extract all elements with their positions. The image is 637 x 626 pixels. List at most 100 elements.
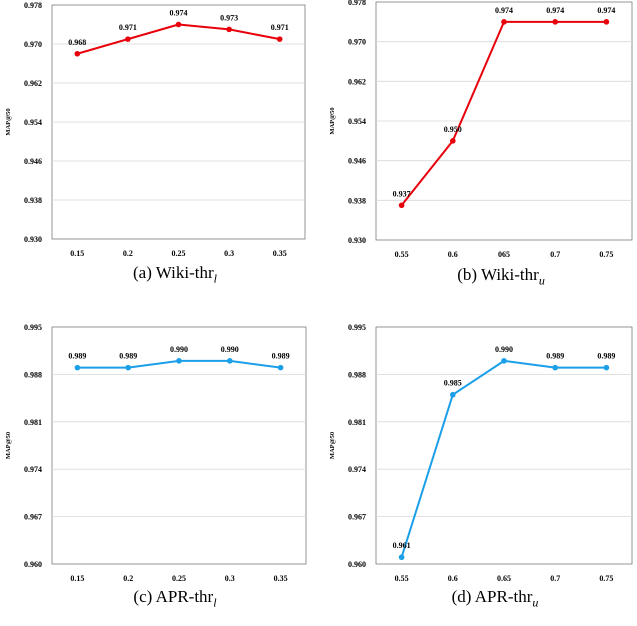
chart-caption: (b) Wiki-thru [421,265,581,288]
y-tick-label: 0.978 [24,1,42,10]
x-tick-label: 0.3 [224,249,234,258]
y-tick-label: 0.988 [24,370,42,379]
data-point [603,364,610,371]
data-label: 0.990 [170,345,188,354]
caption-subscript: u [532,595,539,610]
data-label: 0.989 [597,352,615,361]
data-point [450,138,456,144]
y-tick-label: 0.930 [24,235,42,244]
chart-panel-0: 0.930 0.938 0.946 0.954 0.962 0.970 0.978 0.15 0… [5,1,306,258]
data-point [398,554,405,561]
caption-subscript: l [213,595,217,610]
data-point [176,358,182,364]
x-tick-label: 0.7 [550,250,560,259]
x-tick-label: 0.35 [274,574,288,583]
y-tick-label: 0.962 [24,79,42,88]
x-tick-label: 0.55 [395,574,409,583]
x-tick-label: 065 [498,250,510,259]
data-point [552,19,558,25]
x-tick-label: 0.7 [550,574,560,583]
data-point [277,364,284,371]
x-tick-label: 0.15 [70,249,84,258]
x-tick-label: 0.55 [395,250,409,259]
y-tick-label: 0.960 [24,560,42,569]
caption-text: (a) Wiki-thr [132,263,214,282]
data-label: 0.989 [68,352,86,361]
x-tick-label: 0.15 [70,574,84,583]
data-point [398,202,405,209]
plot-frame [375,326,633,565]
x-tick-label: 0.6 [448,574,458,583]
x-tick-label: 0.6 [448,250,458,259]
x-tick-label: 0.2 [123,574,133,583]
data-point [450,391,456,398]
data-label: 0.989 [272,352,290,361]
y-tick-label: 0.978 [348,0,366,7]
data-point [552,364,558,371]
data-point [175,21,182,28]
data-label: 0.937 [393,189,411,198]
chart-panel-2: 0.960 0.967 0.974 0.981 0.988 0.995 0.15 0.2 0.2… [5,323,307,583]
x-tick-label: 0.2 [123,249,133,258]
y-tick-label: 0.954 [348,117,366,126]
y-tick-label: 0.988 [348,370,366,379]
data-point [74,50,81,57]
data-label: 0.971 [271,23,289,32]
x-tick-label: 0.75 [599,574,613,583]
x-tick-label: 0.65 [497,574,511,583]
data-point [603,19,610,25]
data-label: 0.974 [495,6,513,15]
chart-panel-3: 0.960 0.967 0.974 0.981 0.988 0.995 0.55 0.6 0.6… [329,323,633,583]
data-label: 0.971 [119,23,137,32]
chart-caption: (c) APR-thrl [95,587,255,610]
data-point [501,19,507,25]
y-axis-label: MAP@50 [329,107,336,134]
data-label: 0.990 [221,345,239,354]
chart-panel-1: 0.930 0.938 0.946 0.954 0.962 0.970 0.978 0.55 0… [329,0,633,259]
caption-text: (b) Wiki-thr [457,265,539,284]
y-tick-label: 0.974 [348,465,366,474]
caption-subscript: l [213,271,217,286]
data-point [276,36,283,42]
caption-text: (d) APR-thr [451,587,533,606]
x-tick-label: 0.25 [172,249,186,258]
y-axis-label: MAP@50 [329,432,336,459]
y-tick-label: 0.974 [24,465,42,474]
data-point [125,364,131,371]
data-label: 0.985 [444,379,462,388]
data-point [226,26,232,33]
chart-caption: (a) Wiki-thrl [95,263,255,286]
data-label: 0.950 [444,125,462,134]
chart-caption: (d) APR-thru [415,587,575,610]
data-point [227,358,233,364]
y-axis-label: MAP@50 [5,432,12,459]
data-label: 0.973 [220,13,238,22]
data-point [501,358,507,364]
y-tick-label: 0.962 [348,77,366,86]
y-tick-label: 0.981 [24,418,42,427]
y-tick-label: 0.946 [348,157,366,166]
caption-text: (c) APR-thr [133,587,214,606]
x-tick-label: 0.75 [599,250,613,259]
y-tick-label: 0.938 [348,196,366,205]
y-tick-label: 0.960 [348,560,366,569]
y-tick-label: 0.981 [348,418,366,427]
y-tick-label: 0.967 [24,513,42,522]
y-axis-label: MAP@50 [5,108,12,135]
data-label: 0.974 [170,9,188,18]
data-point [125,36,131,42]
y-tick-label: 0.954 [24,118,42,127]
data-label: 0.989 [119,352,137,361]
plot-frame [51,326,307,565]
y-tick-label: 0.946 [24,157,42,166]
data-label: 0.989 [546,352,564,361]
y-tick-label: 0.970 [24,40,42,49]
data-label: 0.961 [393,541,411,550]
y-tick-label: 0.995 [348,323,366,332]
x-tick-label: 0.35 [273,249,287,258]
x-tick-label: 0.3 [225,574,235,583]
data-label: 0.968 [68,38,86,47]
y-tick-label: 0.938 [24,196,42,205]
data-label: 0.974 [546,6,564,15]
